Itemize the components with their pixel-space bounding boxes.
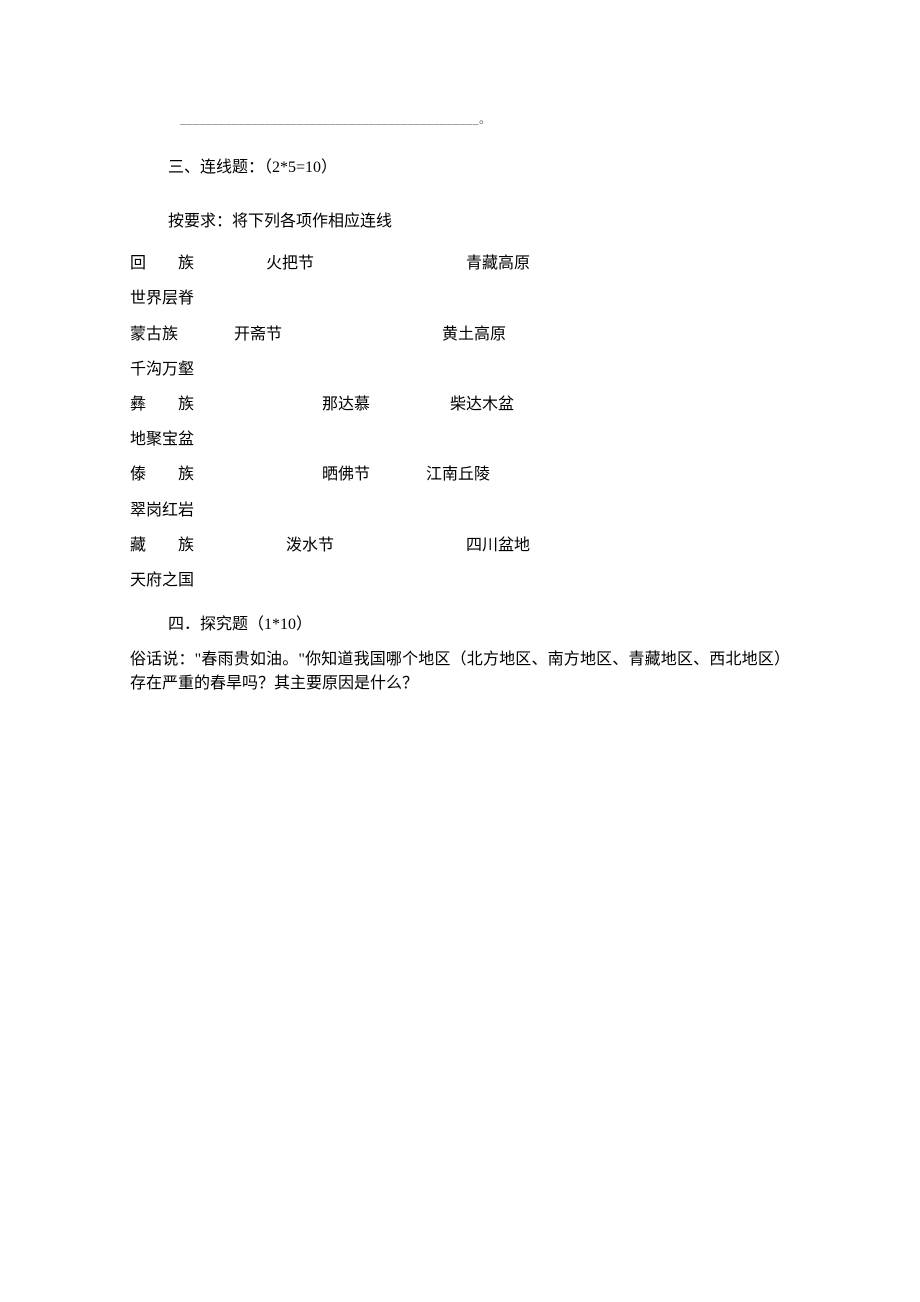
match-row-wrap: 地聚宝盆 [130,422,790,457]
match-row-wrap: 翠岗红岩 [130,493,790,528]
match-row: 傣 族 晒佛节 江南丘陵 [130,457,790,492]
match-row-wrap: 天府之国 [130,563,790,598]
section-4-header: 四．探究题（1*10） [168,612,790,638]
match-row-wrap: 千沟万壑 [130,352,790,387]
match-row: 蒙古族 开斋节 黄土高原 [130,317,790,352]
section-4-question: 俗话说："春雨贵如油。"你知道我国哪个地区（北方地区、南方地区、青藏地区、西北地… [130,648,790,696]
match-row: 藏 族 泼水节 四川盆地 [130,528,790,563]
match-row: 彝 族 那达慕 柴达木盆 [130,387,790,422]
section-3-instruction: 按要求：将下列各项作相应连线 [168,209,790,235]
section-3-header: 三、连线题：（2*5=10） [168,155,790,181]
match-row: 回 族 火把节 青藏高原 [130,246,790,281]
blank-line-trail: ________________________________________… [180,110,790,127]
match-row-wrap: 世界层脊 [130,281,790,316]
matching-table: 回 族 火把节 青藏高原世界层脊蒙古族 开斋节 黄土高原千沟万壑彝 族 那达慕 … [130,246,790,598]
